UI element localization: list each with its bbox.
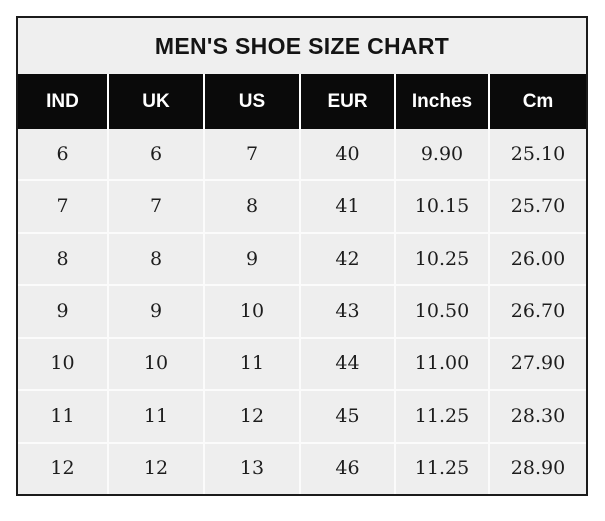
table-row: 8 8 9 42 10.25 26.00 — [18, 233, 586, 287]
cell-inches: 10.50 — [396, 286, 490, 337]
cell-ind: 10 — [18, 338, 109, 390]
table-row: 9 9 10 43 10.50 26.70 — [18, 286, 586, 339]
cell-cm: 25.70 — [490, 181, 586, 232]
column-header-ind: IND — [18, 74, 109, 129]
cell-uk: 7 — [109, 181, 205, 232]
cell-uk: 8 — [109, 233, 205, 285]
cell-inches: 11.25 — [396, 443, 490, 494]
table-header-row: IND UK US EUR Inches Cm — [18, 74, 586, 129]
cell-ind: 8 — [18, 233, 109, 285]
cell-us: 12 — [205, 391, 301, 442]
cell-inches: 10.25 — [396, 233, 490, 285]
cell-us: 13 — [205, 443, 301, 494]
table-row: 7 7 8 41 10.15 25.70 — [18, 181, 586, 234]
cell-us: 8 — [205, 181, 301, 232]
cell-eur: 41 — [301, 181, 396, 232]
cell-inches: 11.00 — [396, 338, 490, 390]
cell-inches: 11.25 — [396, 391, 490, 442]
cell-eur: 40 — [301, 129, 396, 180]
cell-ind: 7 — [18, 181, 109, 232]
table-row: 6 6 7 40 9.90 25.10 — [18, 129, 586, 182]
cell-uk: 12 — [109, 443, 205, 494]
cell-inches: 10.15 — [396, 181, 490, 232]
shoe-size-chart-table: MEN'S SHOE SIZE CHART IND UK US EUR Inch… — [16, 16, 588, 496]
cell-ind: 11 — [18, 391, 109, 442]
cell-cm: 28.30 — [490, 391, 586, 442]
page-title: MEN'S SHOE SIZE CHART — [154, 32, 450, 59]
column-header-cm: Cm — [490, 74, 586, 129]
cell-ind: 9 — [18, 286, 109, 337]
cell-uk: 6 — [109, 129, 205, 180]
cell-cm: 26.00 — [490, 233, 586, 285]
cell-us: 7 — [205, 129, 301, 180]
column-header-eur: EUR — [301, 74, 396, 129]
table-row: 12 12 13 46 11.25 28.90 — [18, 443, 586, 494]
column-header-inches: Inches — [396, 74, 490, 129]
cell-cm: 25.10 — [490, 129, 586, 180]
cell-ind: 12 — [18, 443, 109, 494]
cell-eur: 43 — [301, 286, 396, 337]
cell-ind: 6 — [18, 129, 109, 180]
cell-uk: 10 — [109, 338, 205, 390]
column-header-us: US — [205, 74, 301, 129]
cell-eur: 46 — [301, 443, 396, 494]
cell-inches: 9.90 — [396, 129, 490, 180]
cell-uk: 11 — [109, 391, 205, 442]
cell-uk: 9 — [109, 286, 205, 337]
table-row: 11 11 12 45 11.25 28.30 — [18, 391, 586, 444]
chart-title-band: MEN'S SHOE SIZE CHART — [18, 18, 586, 74]
cell-cm: 26.70 — [490, 286, 586, 337]
table-body: 6 6 7 40 9.90 25.10 7 7 8 41 10.15 25.70… — [18, 129, 586, 494]
cell-cm: 28.90 — [490, 443, 586, 494]
table-row: 10 10 11 44 11.00 27.90 — [18, 338, 586, 392]
cell-eur: 42 — [301, 233, 396, 285]
cell-cm: 27.90 — [490, 338, 586, 390]
column-header-uk: UK — [109, 74, 205, 129]
cell-us: 9 — [205, 233, 301, 285]
cell-eur: 45 — [301, 391, 396, 442]
cell-us: 10 — [205, 286, 301, 337]
cell-eur: 44 — [301, 338, 396, 390]
cell-us: 11 — [205, 338, 301, 390]
